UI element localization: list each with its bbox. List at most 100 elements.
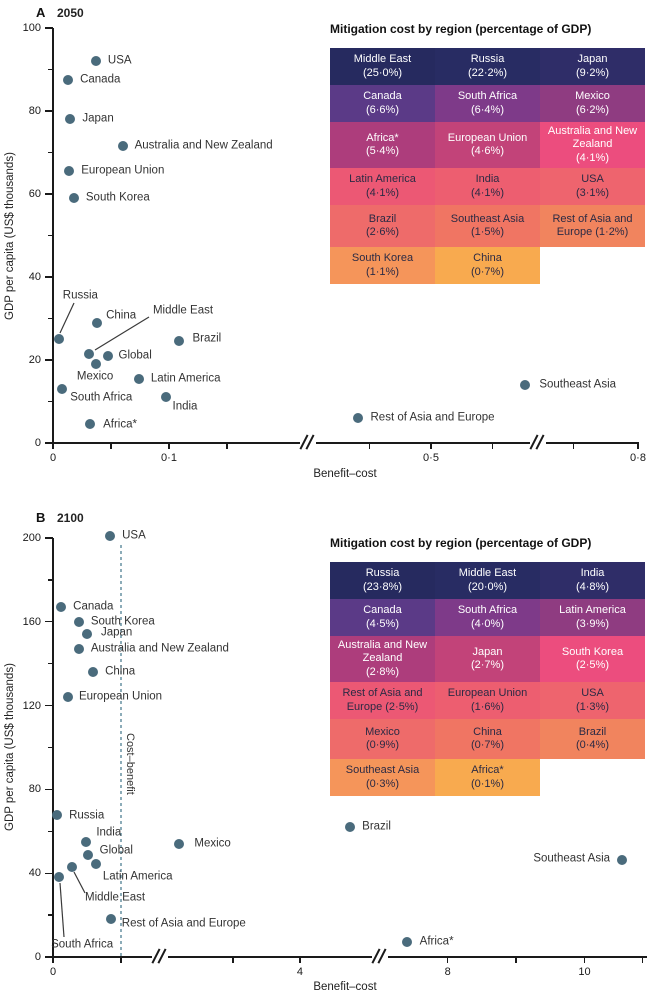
x-tick-label: 4	[296, 966, 303, 978]
table-cell-cost: (6·6%)	[365, 103, 399, 116]
table-cell-cost: (0·1%)	[470, 777, 504, 790]
point-label: Middle East	[152, 304, 214, 317]
table-cell-cost: (22·2%)	[467, 66, 508, 79]
table-cell-region: Russia	[365, 567, 400, 579]
point-label: USA	[107, 54, 132, 67]
panel-label: A	[36, 5, 46, 20]
y-tick-label: 120	[22, 699, 41, 712]
x-tick	[491, 443, 493, 449]
panel-year: 2050	[57, 6, 84, 20]
y-tick	[48, 579, 53, 581]
x-tick-label: 8	[444, 966, 451, 978]
y-tick	[45, 872, 53, 874]
table-cell-cost: (4·1%)	[365, 186, 399, 199]
y-tick	[48, 400, 53, 403]
point-label: Global	[118, 349, 152, 362]
mitigation-table-cell: Latin America (3·9%)	[540, 599, 645, 636]
mitigation-table-cell: Rest of Asia and Europe (1·2%)	[540, 205, 645, 247]
data-point	[90, 56, 101, 67]
y-tick	[45, 276, 53, 278]
mitigation-table-cell: Australia and New Zealand (4·1%)	[540, 122, 645, 168]
mitigation-table-cell: Canada (4·5%)	[330, 599, 435, 636]
mitigation-table-title: Mitigation cost by region (percentage of…	[330, 22, 592, 36]
x-tick	[430, 443, 432, 449]
mitigation-table-cell: European Union (1·6%)	[435, 682, 540, 719]
data-point	[352, 413, 363, 424]
mitigation-table: Middle East (25·0%) Russia (22·2%) Japan (9·2…	[330, 48, 645, 284]
point-label: Mexico	[194, 837, 231, 850]
table-cell-cost: (2·5%)	[575, 659, 609, 671]
data-point	[105, 914, 116, 925]
y-tick	[48, 234, 53, 237]
mitigation-table-cell: South Africa (6·4%)	[435, 85, 540, 122]
y-tick	[45, 537, 53, 539]
mitigation-table-cell: India (4·8%)	[540, 562, 645, 599]
x-tick-label: 0·8	[630, 452, 646, 464]
table-cell-cost: (4·1%)	[470, 186, 504, 199]
data-point	[520, 379, 531, 390]
y-tick	[45, 621, 53, 623]
x-axis-title: Benefit–cost	[313, 468, 377, 480]
table-cell-region: Canada	[363, 604, 402, 616]
table-cell-cost: (25·0%)	[362, 66, 403, 79]
data-point	[617, 854, 628, 865]
point-leader-line	[59, 302, 75, 334]
table-cell-region: Middle East	[458, 567, 517, 579]
mitigation-table-cell: Mexico (6·2%)	[540, 85, 645, 122]
x-axis-title: Benefit–cost	[313, 981, 377, 993]
table-cell-region: Africa*	[366, 131, 399, 144]
x-tick	[583, 957, 586, 963]
table-cell-cost: (9·2%)	[575, 66, 609, 79]
data-point	[54, 872, 65, 883]
table-cell-cost: (2·8%)	[365, 665, 399, 678]
data-point	[82, 629, 92, 640]
y-tick	[45, 110, 53, 112]
table-cell-cost: (1·1%)	[365, 265, 399, 278]
point-label: Australia and New Zealand	[90, 642, 229, 655]
y-axis-title: GDP per capita (US$ thousands)	[4, 663, 16, 831]
table-cell-cost: (4·6%)	[470, 145, 504, 157]
data-point	[73, 644, 84, 655]
data-point	[102, 350, 113, 361]
y-tick-label: 200	[22, 532, 41, 544]
point-label: Southeast Asia	[533, 852, 611, 865]
mitigation-table-cell: South Korea (2·5%)	[540, 636, 645, 682]
table-cell-region: Latin America	[349, 173, 416, 185]
table-cell-region: USA	[581, 173, 604, 185]
table-cell-cost: (23·8%)	[362, 580, 403, 593]
mitigation-table-cell: Middle East (20·0%)	[435, 562, 540, 599]
table-cell-cost: (20·0%)	[467, 580, 508, 593]
point-label: Africa*	[419, 935, 454, 948]
mitigation-table-cell: Middle East (25·0%)	[330, 48, 435, 85]
table-cell-cost: (6·2%)	[575, 103, 609, 116]
table-cell-cost: (0·7%)	[470, 739, 504, 751]
mitigation-table-cell: Latin America (4·1%)	[330, 168, 435, 205]
data-point	[83, 348, 94, 359]
mitigation-table-cell: Australia and New Zealand (2·8%)	[330, 636, 435, 682]
mitigation-table-cell: Canada (6·6%)	[330, 85, 435, 122]
mitigation-table: Russia (23·8%) Middle East (20·0%) India (4·8…	[330, 562, 645, 796]
mitigation-table-cell: Russia (23·8%)	[330, 562, 435, 599]
panel-year: 2100	[57, 511, 84, 525]
point-label: South Africa	[70, 391, 133, 404]
mitigation-table-title: Mitigation cost by region (percentage of…	[330, 536, 592, 550]
y-tick	[45, 788, 53, 791]
point-label: Russia	[69, 809, 105, 822]
table-cell-cost: (1·5%)	[470, 226, 504, 238]
table-cell-region: Middle East	[353, 53, 412, 65]
table-cell-region: Russia	[470, 53, 505, 65]
y-tick-label: 20	[28, 354, 41, 366]
x-axis	[52, 442, 639, 444]
table-cell-region: Africa*	[471, 764, 504, 776]
x-tick-label: 0	[49, 452, 57, 464]
data-point	[105, 530, 116, 541]
point-label: Russia	[62, 289, 98, 302]
point-label: Japan	[82, 112, 114, 125]
point-label: European Union	[81, 164, 165, 177]
mitigation-table-cell: Russia (22·2%)	[435, 48, 540, 85]
y-tick-label: 0	[34, 437, 41, 449]
table-cell-cost: (0·4%)	[575, 739, 609, 751]
x-tick	[515, 957, 517, 963]
data-point	[133, 373, 144, 384]
